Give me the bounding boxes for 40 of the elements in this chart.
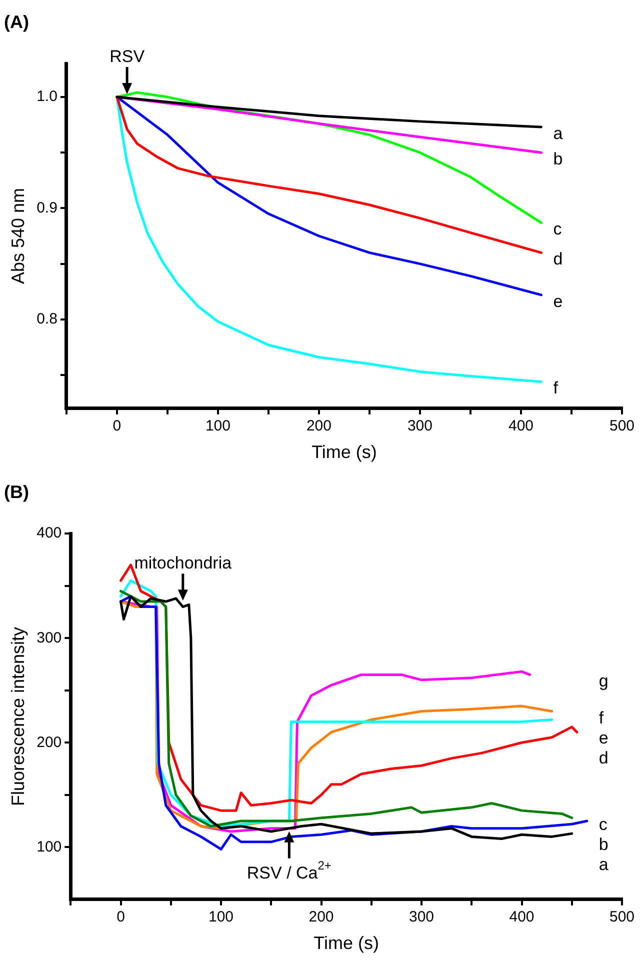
- series-label: c: [598, 814, 608, 834]
- x-tick-label: 400: [509, 908, 534, 926]
- chart-title: (B): [4, 482, 29, 502]
- x-tick-label: 200: [308, 908, 334, 926]
- y-tick-label: 400: [36, 524, 62, 542]
- y-tick-label: 0.9: [36, 199, 58, 216]
- x-axis-title: Time (s): [312, 442, 377, 462]
- series-label: f: [553, 378, 558, 398]
- chart-title: (A): [4, 12, 29, 32]
- y-tick-label: 1.0: [36, 88, 58, 106]
- text: e: [598, 728, 608, 748]
- text: g: [598, 672, 608, 691]
- series-label: d: [553, 250, 563, 269]
- series-label: c: [553, 220, 562, 239]
- x-tick-label: 100: [205, 418, 230, 435]
- y-tick-label: 0.8: [36, 310, 58, 328]
- x-tick-label: 300: [408, 908, 434, 926]
- x-tick-label: 500: [609, 908, 635, 926]
- annotation: mitochondria: [134, 554, 232, 573]
- series-label: a: [553, 124, 564, 143]
- y-tick-label: 300: [36, 629, 62, 646]
- y-tick-label: 200: [36, 734, 62, 751]
- x-tick-label: 0: [116, 908, 125, 926]
- x-axis-title: Time (s): [314, 933, 379, 954]
- x-tick-label: 400: [508, 418, 534, 435]
- text: a: [598, 854, 609, 874]
- series-label: e: [553, 292, 563, 311]
- text: f: [598, 708, 604, 728]
- x-tick-label: 0: [112, 418, 122, 435]
- series-label: d: [598, 748, 608, 768]
- y-tick-label: 100: [36, 838, 62, 856]
- x-tick-label: 500: [609, 418, 635, 435]
- annotation: RSV: [110, 46, 146, 66]
- series-label: b: [598, 834, 608, 854]
- x-tick-label: 200: [306, 418, 332, 435]
- y-axis-title: Abs 540 nm: [8, 188, 28, 284]
- series-label: b: [553, 150, 563, 169]
- x-tick-label: 100: [208, 908, 234, 926]
- y-axis-title: Fluorescence intensity: [8, 626, 28, 806]
- x-tick-label: 300: [407, 418, 432, 435]
